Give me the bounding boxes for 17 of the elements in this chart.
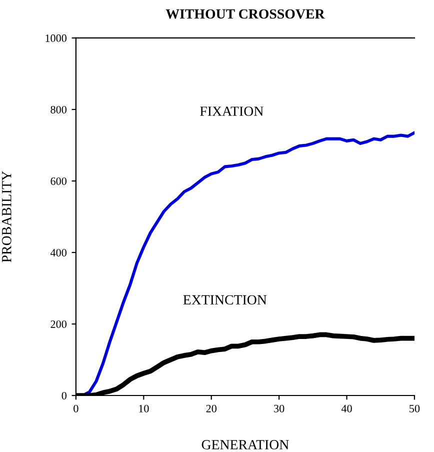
x-tick-label: 0 — [74, 404, 78, 412]
text: EXTINCTION — [183, 295, 267, 305]
x-tick-label: 20 — [206, 404, 216, 412]
y-tick-label: 200 — [50, 320, 66, 328]
y-axis-title: PROBABILITY — [2, 171, 12, 262]
text: FIXATION — [200, 106, 264, 116]
x-tick-label: 30 — [274, 404, 284, 412]
x-tick-label: 10 — [139, 404, 149, 412]
x-tick-label: 50 — [410, 404, 420, 412]
y-tick-label: 0 — [62, 392, 66, 400]
y-tick-label: 800 — [50, 106, 66, 114]
y-tick-label: 600 — [50, 177, 66, 185]
x-tick-label: 40 — [341, 404, 352, 412]
y-tick-label: 1000 — [46, 34, 66, 42]
chart-title: WITHOUT CROSSOVER — [166, 9, 325, 19]
y-tick-label: 400 — [50, 248, 66, 256]
x-axis-title: GENERATION — [202, 440, 289, 450]
